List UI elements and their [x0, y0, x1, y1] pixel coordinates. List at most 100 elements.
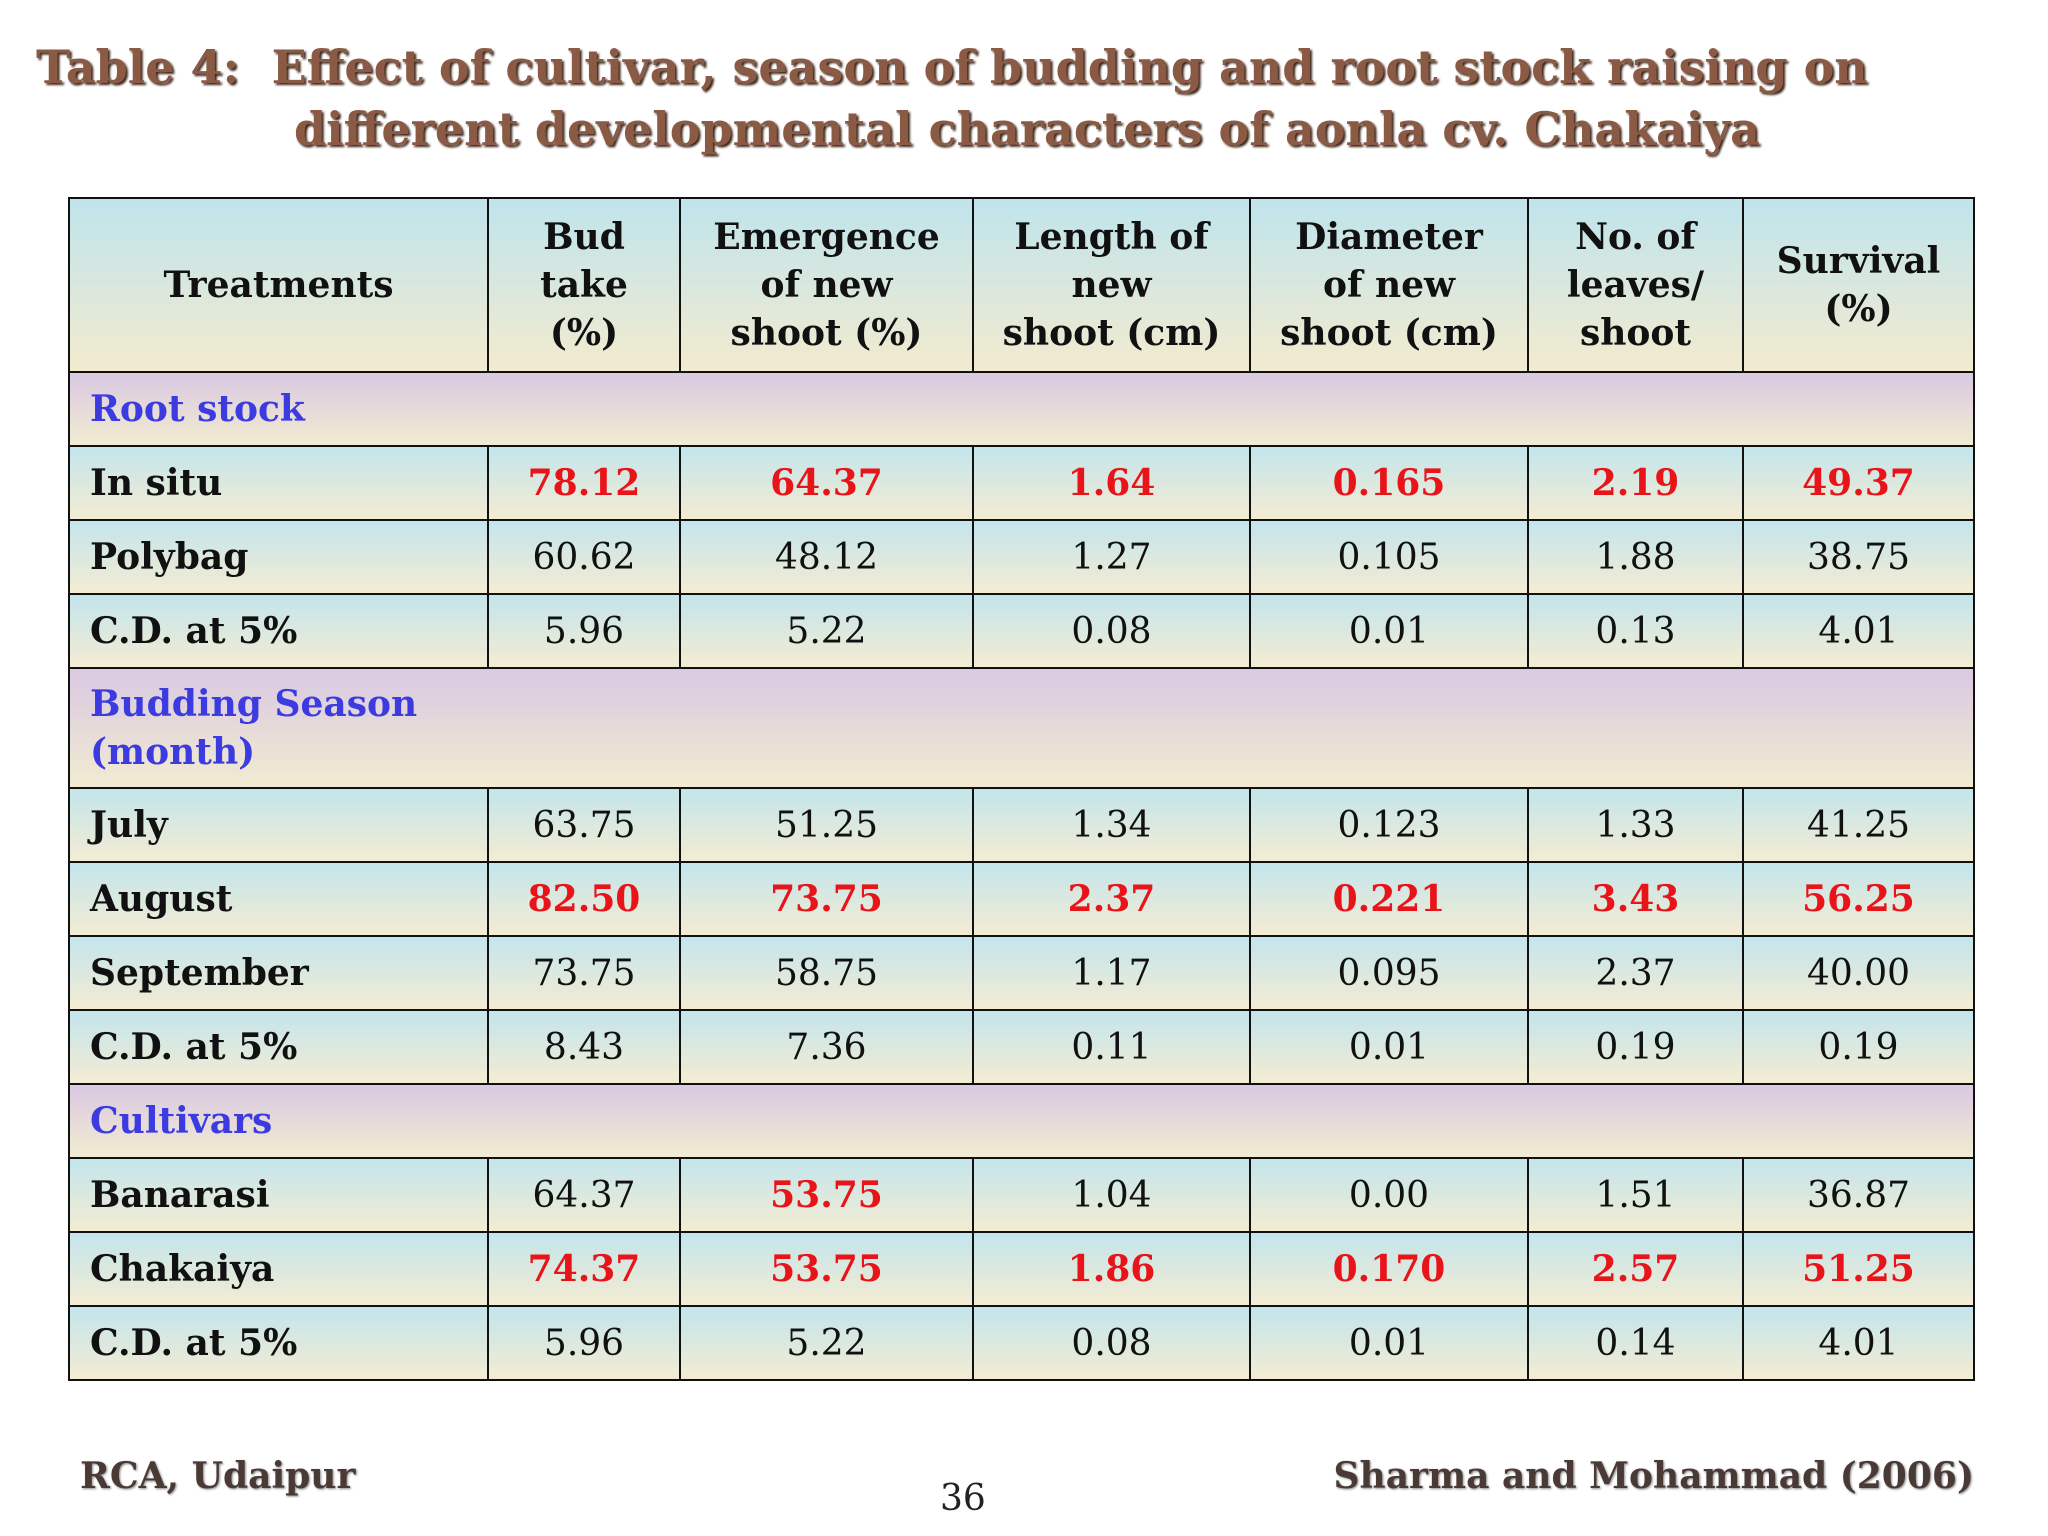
cell: 1.17: [972, 935, 1251, 1011]
cell: 1.51: [1527, 1157, 1744, 1233]
column-header: No. of leaves/ shoot: [1527, 197, 1744, 373]
data-row: August 82.50 73.75 2.37 0.221 3.43 56.25: [68, 861, 1975, 937]
page-number: 36: [940, 1478, 986, 1519]
data-row: C.D. at 5% 5.96 5.22 0.08 0.01 0.13 4.01: [68, 593, 1975, 669]
data-row: Banarasi 64.37 53.75 1.04 0.00 1.51 36.87: [68, 1157, 1975, 1233]
row-label: C.D. at 5%: [68, 1305, 489, 1381]
cell: 38.75: [1742, 519, 1975, 595]
cell: 0.01: [1249, 1305, 1529, 1381]
cell: 1.33: [1527, 787, 1744, 863]
cell: 5.96: [487, 1305, 681, 1381]
cell: 49.37: [1742, 445, 1975, 521]
footer-left: RCA, Udaipur: [80, 1455, 356, 1497]
cell: 58.75: [679, 935, 974, 1011]
cell: 0.01: [1249, 593, 1529, 669]
cell: 53.75: [679, 1157, 974, 1233]
cell: 73.75: [679, 861, 974, 937]
cell: 56.25: [1742, 861, 1975, 937]
cell: 0.08: [972, 1305, 1251, 1381]
cell: 73.75: [487, 935, 681, 1011]
title: different developmental characters of ao…: [294, 102, 1760, 156]
cell: 7.36: [679, 1009, 974, 1085]
column-header: Survival (%): [1742, 197, 1975, 373]
cell: 48.12: [679, 519, 974, 595]
cell: 78.12: [487, 445, 681, 521]
row-label: August: [68, 861, 489, 937]
cell: 0.19: [1742, 1009, 1975, 1085]
data-row: Polybag 60.62 48.12 1.27 0.105 1.88 38.75: [68, 519, 1975, 595]
column-header: Emergence of new shoot (%): [679, 197, 974, 373]
header-row: Treatments Bud take (%) Emergence of new s…: [68, 197, 1975, 373]
section-row: Cultivars: [68, 1083, 1975, 1159]
cell: 5.22: [679, 1305, 974, 1381]
cell: 0.165: [1249, 445, 1529, 521]
row-label: Polybag: [68, 519, 489, 595]
cell: 0.123: [1249, 787, 1529, 863]
data-row: July 63.75 51.25 1.34 0.123 1.33 41.25: [68, 787, 1975, 863]
data-row: September 73.75 58.75 1.17 0.095 2.37 40.00: [68, 935, 1975, 1011]
cell: 1.04: [972, 1157, 1251, 1233]
data-row: In situ 78.12 64.37 1.64 0.165 2.19 49.37: [68, 445, 1975, 521]
cell: 2.19: [1527, 445, 1744, 521]
title: Table 4: Effect of cultivar, season of b…: [36, 40, 1868, 94]
row-label: Chakaiya: [68, 1231, 489, 1307]
cell: 0.105: [1249, 519, 1529, 595]
row-label: C.D. at 5%: [68, 593, 489, 669]
row-label: C.D. at 5%: [68, 1009, 489, 1085]
cell: 2.57: [1527, 1231, 1744, 1307]
cell: 41.25: [1742, 787, 1975, 863]
cell: 2.37: [1527, 935, 1744, 1011]
footer-right: Sharma and Mohammad (2006): [1333, 1455, 1974, 1497]
cell: 0.00: [1249, 1157, 1529, 1233]
cell: 8.43: [487, 1009, 681, 1085]
cell: 63.75: [487, 787, 681, 863]
cell: 0.221: [1249, 861, 1529, 937]
cell: 53.75: [679, 1231, 974, 1307]
cell: 82.50: [487, 861, 681, 937]
cell: 5.96: [487, 593, 681, 669]
section-title: Budding Season (month): [68, 667, 1975, 789]
cell: 1.27: [972, 519, 1251, 595]
cell: 1.64: [972, 445, 1251, 521]
cell: 1.34: [972, 787, 1251, 863]
data-row: Chakaiya 74.37 53.75 1.86 0.170 2.57 51.25: [68, 1231, 1975, 1307]
cell: 0.095: [1249, 935, 1529, 1011]
column-header: Diameter of new shoot (cm): [1249, 197, 1529, 373]
cell: 51.25: [1742, 1231, 1975, 1307]
cell: 4.01: [1742, 593, 1975, 669]
cell: 0.14: [1527, 1305, 1744, 1381]
cell: 3.43: [1527, 861, 1744, 937]
cell: 0.170: [1249, 1231, 1529, 1307]
column-header: Treatments: [68, 197, 489, 373]
cell: 64.37: [679, 445, 974, 521]
cell: 0.08: [972, 593, 1251, 669]
data-row: C.D. at 5% 5.96 5.22 0.08 0.01 0.14 4.01: [68, 1305, 1975, 1381]
row-label: September: [68, 935, 489, 1011]
column-header: Bud take (%): [487, 197, 681, 373]
cell: 60.62: [487, 519, 681, 595]
cell: 51.25: [679, 787, 974, 863]
cell: 40.00: [1742, 935, 1975, 1011]
cell: 36.87: [1742, 1157, 1975, 1233]
cell: 0.01: [1249, 1009, 1529, 1085]
section-row: Root stock: [68, 371, 1975, 447]
cell: 5.22: [679, 593, 974, 669]
section-title: Root stock: [68, 371, 1975, 447]
cell: 0.19: [1527, 1009, 1744, 1085]
cell: 0.13: [1527, 593, 1744, 669]
cell: 1.86: [972, 1231, 1251, 1307]
column-header: Length of new shoot (cm): [972, 197, 1251, 373]
section-row: Budding Season (month): [68, 667, 1975, 789]
row-label: July: [68, 787, 489, 863]
row-label: Banarasi: [68, 1157, 489, 1233]
section-title: Cultivars: [68, 1083, 1975, 1159]
cell: 64.37: [487, 1157, 681, 1233]
data-table: Treatments Bud take (%) Emergence of new s…: [68, 197, 1975, 1381]
cell: 1.88: [1527, 519, 1744, 595]
data-row: C.D. at 5% 8.43 7.36 0.11 0.01 0.19 0.19: [68, 1009, 1975, 1085]
row-label: In situ: [68, 445, 489, 521]
cell: 2.37: [972, 861, 1251, 937]
cell: 74.37: [487, 1231, 681, 1307]
cell: 0.11: [972, 1009, 1251, 1085]
